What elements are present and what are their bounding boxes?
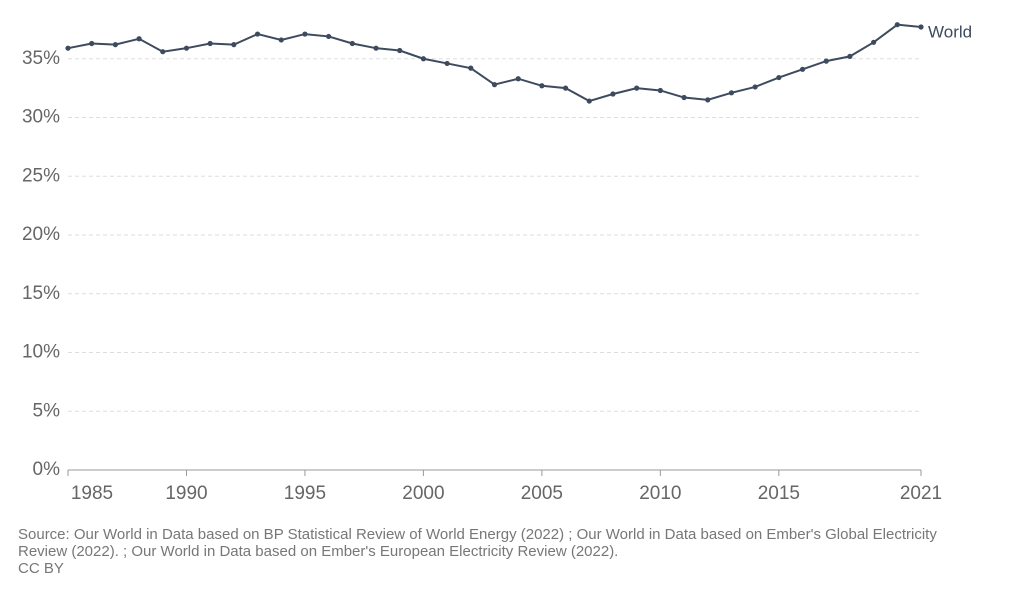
point	[728, 90, 735, 96]
y-tick-label: 15%	[22, 283, 60, 304]
point	[515, 76, 521, 82]
point	[136, 36, 142, 42]
point	[254, 31, 261, 37]
x-tick-label: 2005	[521, 483, 563, 504]
point	[634, 85, 640, 91]
point	[326, 33, 332, 40]
point	[207, 40, 213, 47]
point	[444, 60, 450, 67]
point	[823, 58, 829, 64]
x-tick-label: 1985	[71, 483, 113, 504]
line	[67, 23, 922, 103]
point	[89, 40, 95, 47]
license: CC BY	[18, 560, 64, 577]
point	[539, 83, 545, 89]
point	[349, 40, 355, 47]
point	[657, 87, 663, 94]
point	[160, 49, 166, 55]
y-tick-label: 35%	[22, 48, 60, 69]
point	[894, 22, 900, 28]
point	[183, 45, 190, 51]
point	[705, 97, 711, 103]
point	[491, 82, 498, 88]
x-tick-label: 1995	[284, 483, 326, 504]
x-tick-label: 2000	[402, 483, 444, 504]
point	[112, 42, 118, 48]
point	[610, 91, 616, 97]
point	[302, 31, 308, 37]
y-tick-label: 20%	[22, 224, 60, 245]
point	[586, 98, 592, 104]
point	[681, 94, 687, 101]
point	[397, 47, 403, 54]
y-tick-label: 10%	[22, 342, 60, 363]
point	[847, 53, 853, 60]
point	[468, 65, 474, 71]
point	[871, 39, 877, 45]
point	[799, 66, 806, 72]
y-tick-label: 30%	[22, 107, 60, 128]
point	[373, 45, 379, 51]
y-tick-label: 0%	[33, 459, 61, 480]
x-tick-label: 2010	[639, 483, 681, 504]
series-label: World	[928, 23, 972, 42]
point	[65, 45, 71, 51]
source-note: Source: Our World in Data based on BP St…	[18, 526, 978, 577]
point	[278, 37, 284, 43]
point	[562, 85, 569, 91]
chart: 0% 5% 10% 15% 20% 25% 30% 35% 1985 1990 1995 2000 20…	[22, 22, 972, 504]
point	[776, 74, 782, 81]
y-tick-label: 25%	[22, 165, 60, 186]
point	[420, 56, 427, 62]
x-tick-label: 2021	[900, 483, 942, 504]
y-tick-label: 5%	[33, 400, 61, 421]
point	[231, 42, 237, 48]
x-tick-label: 2015	[758, 483, 800, 504]
x-tick-label: 1990	[165, 483, 207, 504]
source: Source: Our World in Data based on BP St…	[18, 526, 937, 560]
point	[752, 84, 758, 90]
point	[918, 24, 924, 30]
